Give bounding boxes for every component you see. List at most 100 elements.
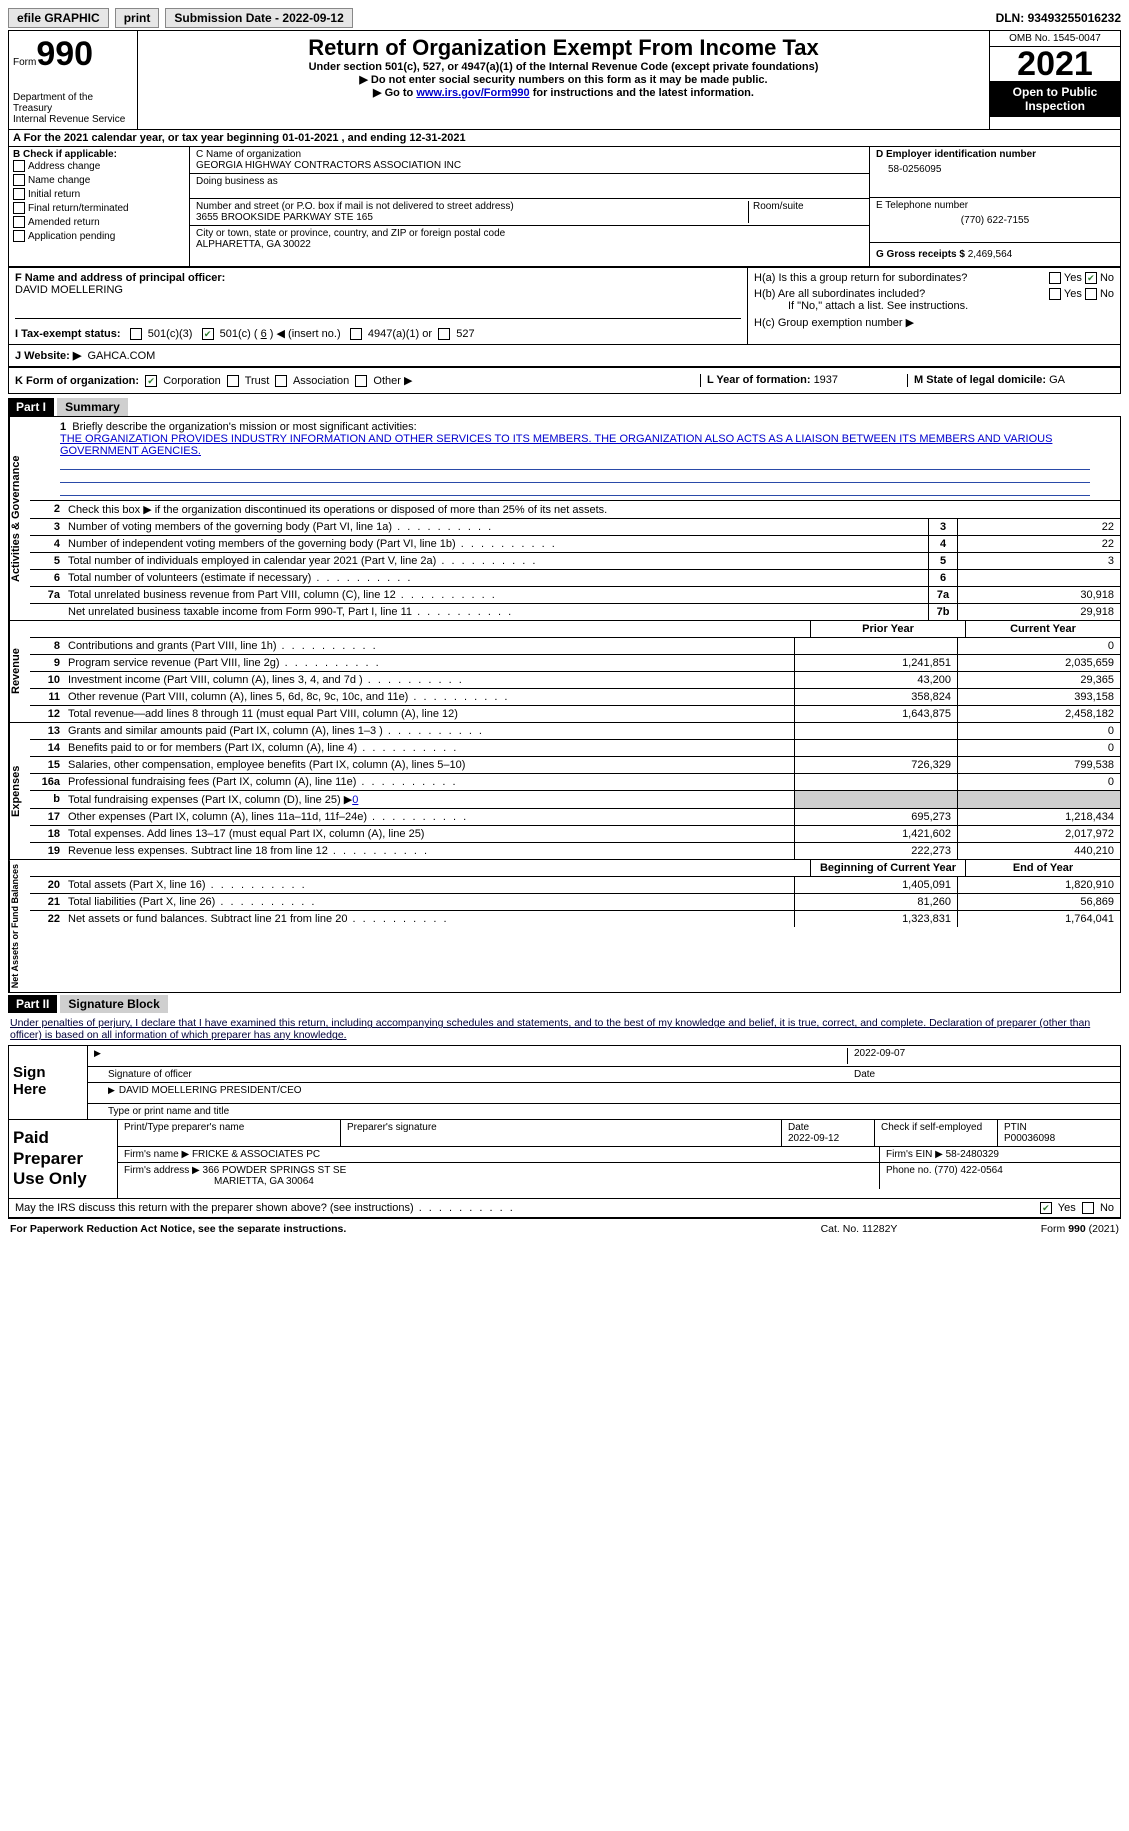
- current-year-header: Current Year: [965, 621, 1120, 637]
- perjury-statement: Under penalties of perjury, I declare th…: [8, 1013, 1121, 1045]
- c16b: [957, 791, 1120, 808]
- line6: Total number of volunteers (estimate if …: [64, 570, 928, 586]
- gross-receipts-value: 2,469,564: [968, 249, 1013, 260]
- p22: 1,323,831: [794, 911, 957, 927]
- date-label: Date: [848, 1069, 1114, 1080]
- hb-label: H(b) Are all subordinates included?: [754, 288, 925, 300]
- line5: Total number of individuals employed in …: [64, 553, 928, 569]
- val7b: 29,918: [957, 604, 1120, 620]
- p12: 1,643,875: [794, 706, 957, 722]
- line7b: Net unrelated business taxable income fr…: [64, 604, 928, 620]
- discuss-text: May the IRS discuss this return with the…: [15, 1202, 974, 1214]
- prep-sig-label: Preparer's signature: [341, 1120, 782, 1146]
- sig-date: 2022-09-07: [847, 1048, 1114, 1064]
- part2-title: Signature Block: [60, 995, 167, 1013]
- part1-title: Summary: [57, 398, 128, 416]
- officer-group-section: F Name and address of principal officer:…: [8, 267, 1121, 367]
- addr-label: Number and street (or P.O. box if mail i…: [196, 201, 748, 212]
- form-header: Form990 Department of the Treasury Inter…: [8, 30, 1121, 130]
- l-value: 1937: [814, 374, 838, 386]
- line15: Salaries, other compensation, employee b…: [64, 757, 794, 773]
- c21: 56,869: [957, 894, 1120, 910]
- check-app-pending[interactable]: Application pending: [13, 230, 185, 244]
- check-final-return[interactable]: Final return/terminated: [13, 202, 185, 216]
- check-4947[interactable]: [350, 328, 362, 340]
- discuss-yes[interactable]: [1040, 1202, 1052, 1214]
- form-990: 990: [36, 35, 93, 73]
- sign-here-label: Sign Here: [9, 1046, 88, 1119]
- line13: Grants and similar amounts paid (Part IX…: [64, 723, 794, 739]
- c9: 2,035,659: [957, 655, 1120, 671]
- line10: Investment income (Part VIII, column (A)…: [64, 672, 794, 688]
- p8: [794, 638, 957, 654]
- form-org-row: K Form of organization: Corporation Trus…: [8, 367, 1121, 394]
- form-number: Form990: [13, 35, 133, 74]
- website-value: GAHCA.COM: [87, 350, 155, 362]
- check-amended[interactable]: Amended return: [13, 216, 185, 230]
- cat-no: Cat. No. 11282Y: [759, 1223, 959, 1235]
- prep-date-label: Date: [788, 1122, 809, 1133]
- p13: [794, 723, 957, 739]
- c15: 799,538: [957, 757, 1120, 773]
- c17: 1,218,434: [957, 809, 1120, 825]
- paid-preparer-block: Paid Preparer Use Only Print/Type prepar…: [8, 1120, 1121, 1198]
- mission-text: THE ORGANIZATION PROVIDES INDUSTRY INFOR…: [60, 433, 1090, 457]
- note2-post: for instructions and the latest informat…: [530, 87, 754, 99]
- check-name-change[interactable]: Name change: [13, 174, 185, 188]
- form-note-2: ▶ Go to www.irs.gov/Form990 for instruct…: [146, 86, 981, 99]
- m-value: GA: [1049, 374, 1065, 386]
- check-assoc[interactable]: [275, 375, 287, 387]
- paperwork-notice: For Paperwork Reduction Act Notice, see …: [10, 1223, 759, 1235]
- c14: 0: [957, 740, 1120, 756]
- line21: Total liabilities (Part X, line 26): [64, 894, 794, 910]
- room-label: Room/suite: [753, 201, 863, 212]
- check-trust[interactable]: [227, 375, 239, 387]
- c12: 2,458,182: [957, 706, 1120, 722]
- c20: 1,820,910: [957, 877, 1120, 893]
- m-label: M State of legal domicile:: [914, 374, 1049, 386]
- line7a: Total unrelated business revenue from Pa…: [64, 587, 928, 603]
- c18: 2,017,972: [957, 826, 1120, 842]
- open-to-public: Open to Public Inspection: [990, 81, 1120, 117]
- check-corp[interactable]: [145, 375, 157, 387]
- submission-date-badge: Submission Date - 2022-09-12: [165, 8, 352, 28]
- line17: Other expenses (Part IX, column (A), lin…: [64, 809, 794, 825]
- firm-ein-label: Firm's EIN ▶: [886, 1149, 946, 1160]
- c19: 440,210: [957, 843, 1120, 859]
- p21: 81,260: [794, 894, 957, 910]
- tax-exempt-label: I Tax-exempt status:: [15, 328, 121, 340]
- discuss-no[interactable]: [1082, 1202, 1094, 1214]
- firm-name-label: Firm's name ▶: [124, 1149, 192, 1160]
- beg-year-header: Beginning of Current Year: [810, 860, 965, 876]
- firm-phone: (770) 422-0564: [934, 1165, 1002, 1176]
- website-label: J Website: ▶: [15, 350, 81, 362]
- irs-link[interactable]: www.irs.gov/Form990: [416, 87, 529, 99]
- k-label: K Form of organization:: [15, 375, 139, 387]
- hb-no[interactable]: [1085, 288, 1097, 300]
- val3: 22: [957, 519, 1120, 535]
- ha-no[interactable]: [1085, 272, 1097, 284]
- line9: Program service revenue (Part VIII, line…: [64, 655, 794, 671]
- firm-name: FRICKE & ASSOCIATES PC: [192, 1149, 320, 1160]
- p16a: [794, 774, 957, 790]
- line14: Benefits paid to or for members (Part IX…: [64, 740, 794, 756]
- tax-period: A For the 2021 calendar year, or tax yea…: [8, 130, 1121, 147]
- ha-row: H(a) Is this a group return for subordin…: [754, 272, 1114, 284]
- hb-note: If "No," attach a list. See instructions…: [754, 300, 1114, 312]
- check-address-change[interactable]: Address change: [13, 160, 185, 174]
- print-button[interactable]: print: [115, 8, 160, 28]
- part2-header-row: Part II Signature Block: [8, 995, 1121, 1013]
- check-501c[interactable]: [202, 328, 214, 340]
- name-title-label: Type or print name and title: [94, 1106, 1114, 1117]
- submission-date: 2022-09-12: [282, 11, 343, 25]
- line19: Revenue less expenses. Subtract line 18 …: [64, 843, 794, 859]
- ha-yes[interactable]: [1049, 272, 1061, 284]
- line22: Net assets or fund balances. Subtract li…: [64, 911, 794, 927]
- sign-here-block: Sign Here 2022-09-07 Signature of office…: [8, 1045, 1121, 1120]
- check-self-employed[interactable]: Check if self-employed: [875, 1120, 998, 1146]
- check-other[interactable]: [355, 375, 367, 387]
- check-501c3[interactable]: [130, 328, 142, 340]
- hb-yes[interactable]: [1049, 288, 1061, 300]
- check-527[interactable]: [438, 328, 450, 340]
- check-initial-return[interactable]: Initial return: [13, 188, 185, 202]
